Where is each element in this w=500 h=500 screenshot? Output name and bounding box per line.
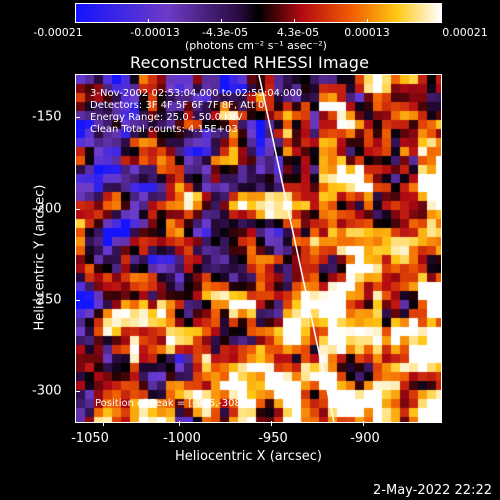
y-tick (75, 300, 80, 301)
plot-title: Reconstructed RHESSI Image (130, 53, 370, 72)
colorbar-label: 4.3e-05 (276, 26, 320, 39)
colorbar (75, 3, 442, 23)
colorbar-tick (221, 19, 222, 23)
peak-position: Position of Peak = [-956,-308] (95, 398, 245, 409)
y-tick-label: -200 (32, 201, 62, 217)
colorbar-label: -0.00013 (130, 26, 180, 39)
x-tick (103, 421, 104, 426)
colorbar-tick (367, 19, 368, 23)
y-tick-label: -300 (32, 383, 62, 399)
y-tick (75, 209, 80, 210)
colorbar-tick (440, 19, 441, 23)
timestamp: 2-May-2022 22:22 (373, 483, 492, 498)
y-tick-label: -150 (32, 109, 62, 125)
x-tick-label: -900 (350, 431, 380, 446)
x-axis-label: Heliocentric X (arcsec) (175, 449, 322, 464)
y-tick (75, 117, 80, 118)
y-axis-label: Heliocentric Y (arcsec) (32, 184, 48, 331)
info-detectors: Detectors: 3F 4F 5F 6F 7F 8F, Att 0 (90, 100, 265, 111)
solar-limb-line (258, 75, 335, 422)
y-tick (75, 391, 80, 392)
x-tick-label: -950 (258, 431, 288, 446)
colorbar-tick (75, 19, 76, 23)
x-tick (271, 421, 272, 426)
reconstructed-image (76, 75, 441, 422)
x-tick (179, 421, 180, 426)
colorbar-label: 0.00021 (442, 26, 488, 39)
x-tick (363, 421, 364, 426)
colorbar-label: 0.00013 (344, 26, 390, 39)
colorbar-units: (photons cm⁻² s⁻¹ asec⁻²) (185, 39, 327, 52)
x-tick-label: -1000 (163, 431, 201, 446)
colorbar-label: -0.00021 (33, 26, 83, 39)
info-energy: Energy Range: 25.0 - 50.0 keV (90, 112, 243, 123)
colorbar-tick (148, 19, 149, 23)
colorbar-tick (294, 19, 295, 23)
limb-overlay (258, 75, 335, 422)
y-tick-label: -250 (32, 292, 62, 308)
info-time: 3-Nov-2002 02:53:04.000 to 02:59:04.000 (90, 88, 303, 99)
colorbar-label: -4.3e-05 (201, 26, 249, 39)
info-clean: Clean Total counts: 4.15E+03 (90, 124, 238, 135)
image-plot-area: 3-Nov-2002 02:53:04.000 to 02:59:04.000 … (75, 74, 442, 423)
x-tick-label: -1050 (71, 431, 109, 446)
